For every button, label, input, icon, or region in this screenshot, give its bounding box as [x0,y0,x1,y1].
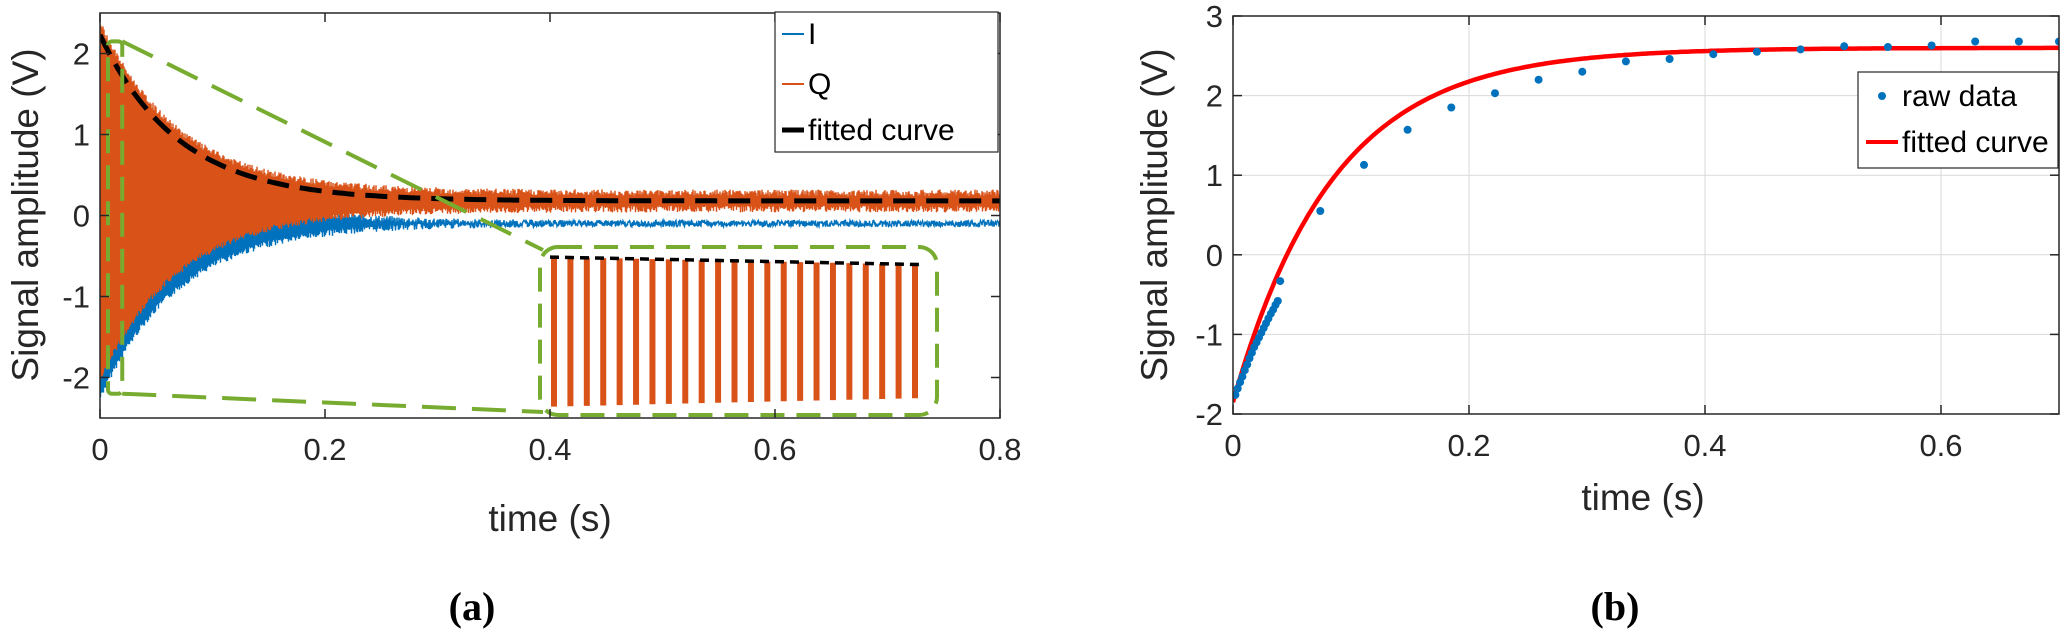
raw-data-point [1316,207,1324,215]
legend-a-i-label: I [808,18,816,51]
raw-data-point [1840,42,1848,50]
raw-data-point [1666,55,1674,63]
legend-a-q-label: Q [808,68,831,101]
raw-data-point [1753,48,1761,56]
raw-data-point [1447,104,1455,112]
legend-b-raw-label: raw data [1902,80,2017,113]
raw-data-point [2015,38,2023,46]
y-tick-label: -1 [62,280,90,315]
raw-data-point [1971,38,1979,46]
x-tick-label: 0.2 [1447,428,1490,463]
chart-a-xlabel: time (s) [488,498,611,539]
x-tick-label: 0.4 [1683,428,1726,463]
raw-data-point [1622,57,1630,65]
y-tick-label: 1 [1206,158,1223,193]
y-tick-label: 1 [73,118,90,153]
legend-b-fit-label: fitted curve [1902,126,2049,159]
raw-data-point [1884,43,1892,51]
chart-a-ylabel: Signal amplitude (V) [5,48,46,381]
y-tick-label: 2 [73,37,90,72]
raw-data-point [1535,76,1543,84]
legend-b-raw-marker [1878,92,1886,100]
x-tick-label: 0 [1224,428,1241,463]
x-tick-label: 0.6 [1919,428,1962,463]
y-tick-label: 3 [1206,0,1223,34]
legend-a-fit-label: fitted curve [808,114,955,147]
raw-data-point [1491,89,1499,97]
chart-b: 0 0.2 0.4 0.6 3 2 1 0 -1 -2 time (s) Signal ampli… [1134,0,2063,629]
raw-data-point [1360,161,1368,169]
raw-data-point [1578,68,1586,76]
raw-data-point [1709,50,1717,58]
raw-data-point [1404,126,1412,134]
chart-b-legend: raw data fitted curve [1858,72,2058,168]
x-tick-label: 0.8 [978,432,1021,467]
y-tick-label: -2 [1195,397,1223,432]
figure: 0 0.2 0.4 0.6 0.8 2 1 0 -1 -2 time (s) Signal amp… [0,0,2067,632]
x-tick-label: 0.4 [528,432,571,467]
x-tick-label: 0.2 [303,432,346,467]
y-tick-label: 0 [1206,238,1223,273]
x-tick-label: 0 [91,432,108,467]
inset-frame [540,247,937,415]
raw-data-point [1797,45,1805,53]
y-tick-label: 0 [73,199,90,234]
y-tick-label: 2 [1206,79,1223,114]
chart-a: 0 0.2 0.4 0.6 0.8 2 1 0 -1 -2 time (s) Signal amp… [5,12,1022,629]
y-tick-label: -2 [62,361,90,396]
chart-b-ylabel: Signal amplitude (V) [1134,48,1175,381]
x-tick-label: 0.6 [753,432,796,467]
panel-label-a: (a) [449,584,496,629]
raw-data-point [1928,42,1936,50]
chart-b-xlabel: time (s) [1581,477,1704,518]
chart-a-legend: I Q fitted curve [775,12,998,152]
raw-data-point [1274,297,1282,305]
raw-data-point [1276,277,1284,285]
panel-label-b: (b) [1591,584,1640,629]
y-tick-label: -1 [1195,317,1223,352]
